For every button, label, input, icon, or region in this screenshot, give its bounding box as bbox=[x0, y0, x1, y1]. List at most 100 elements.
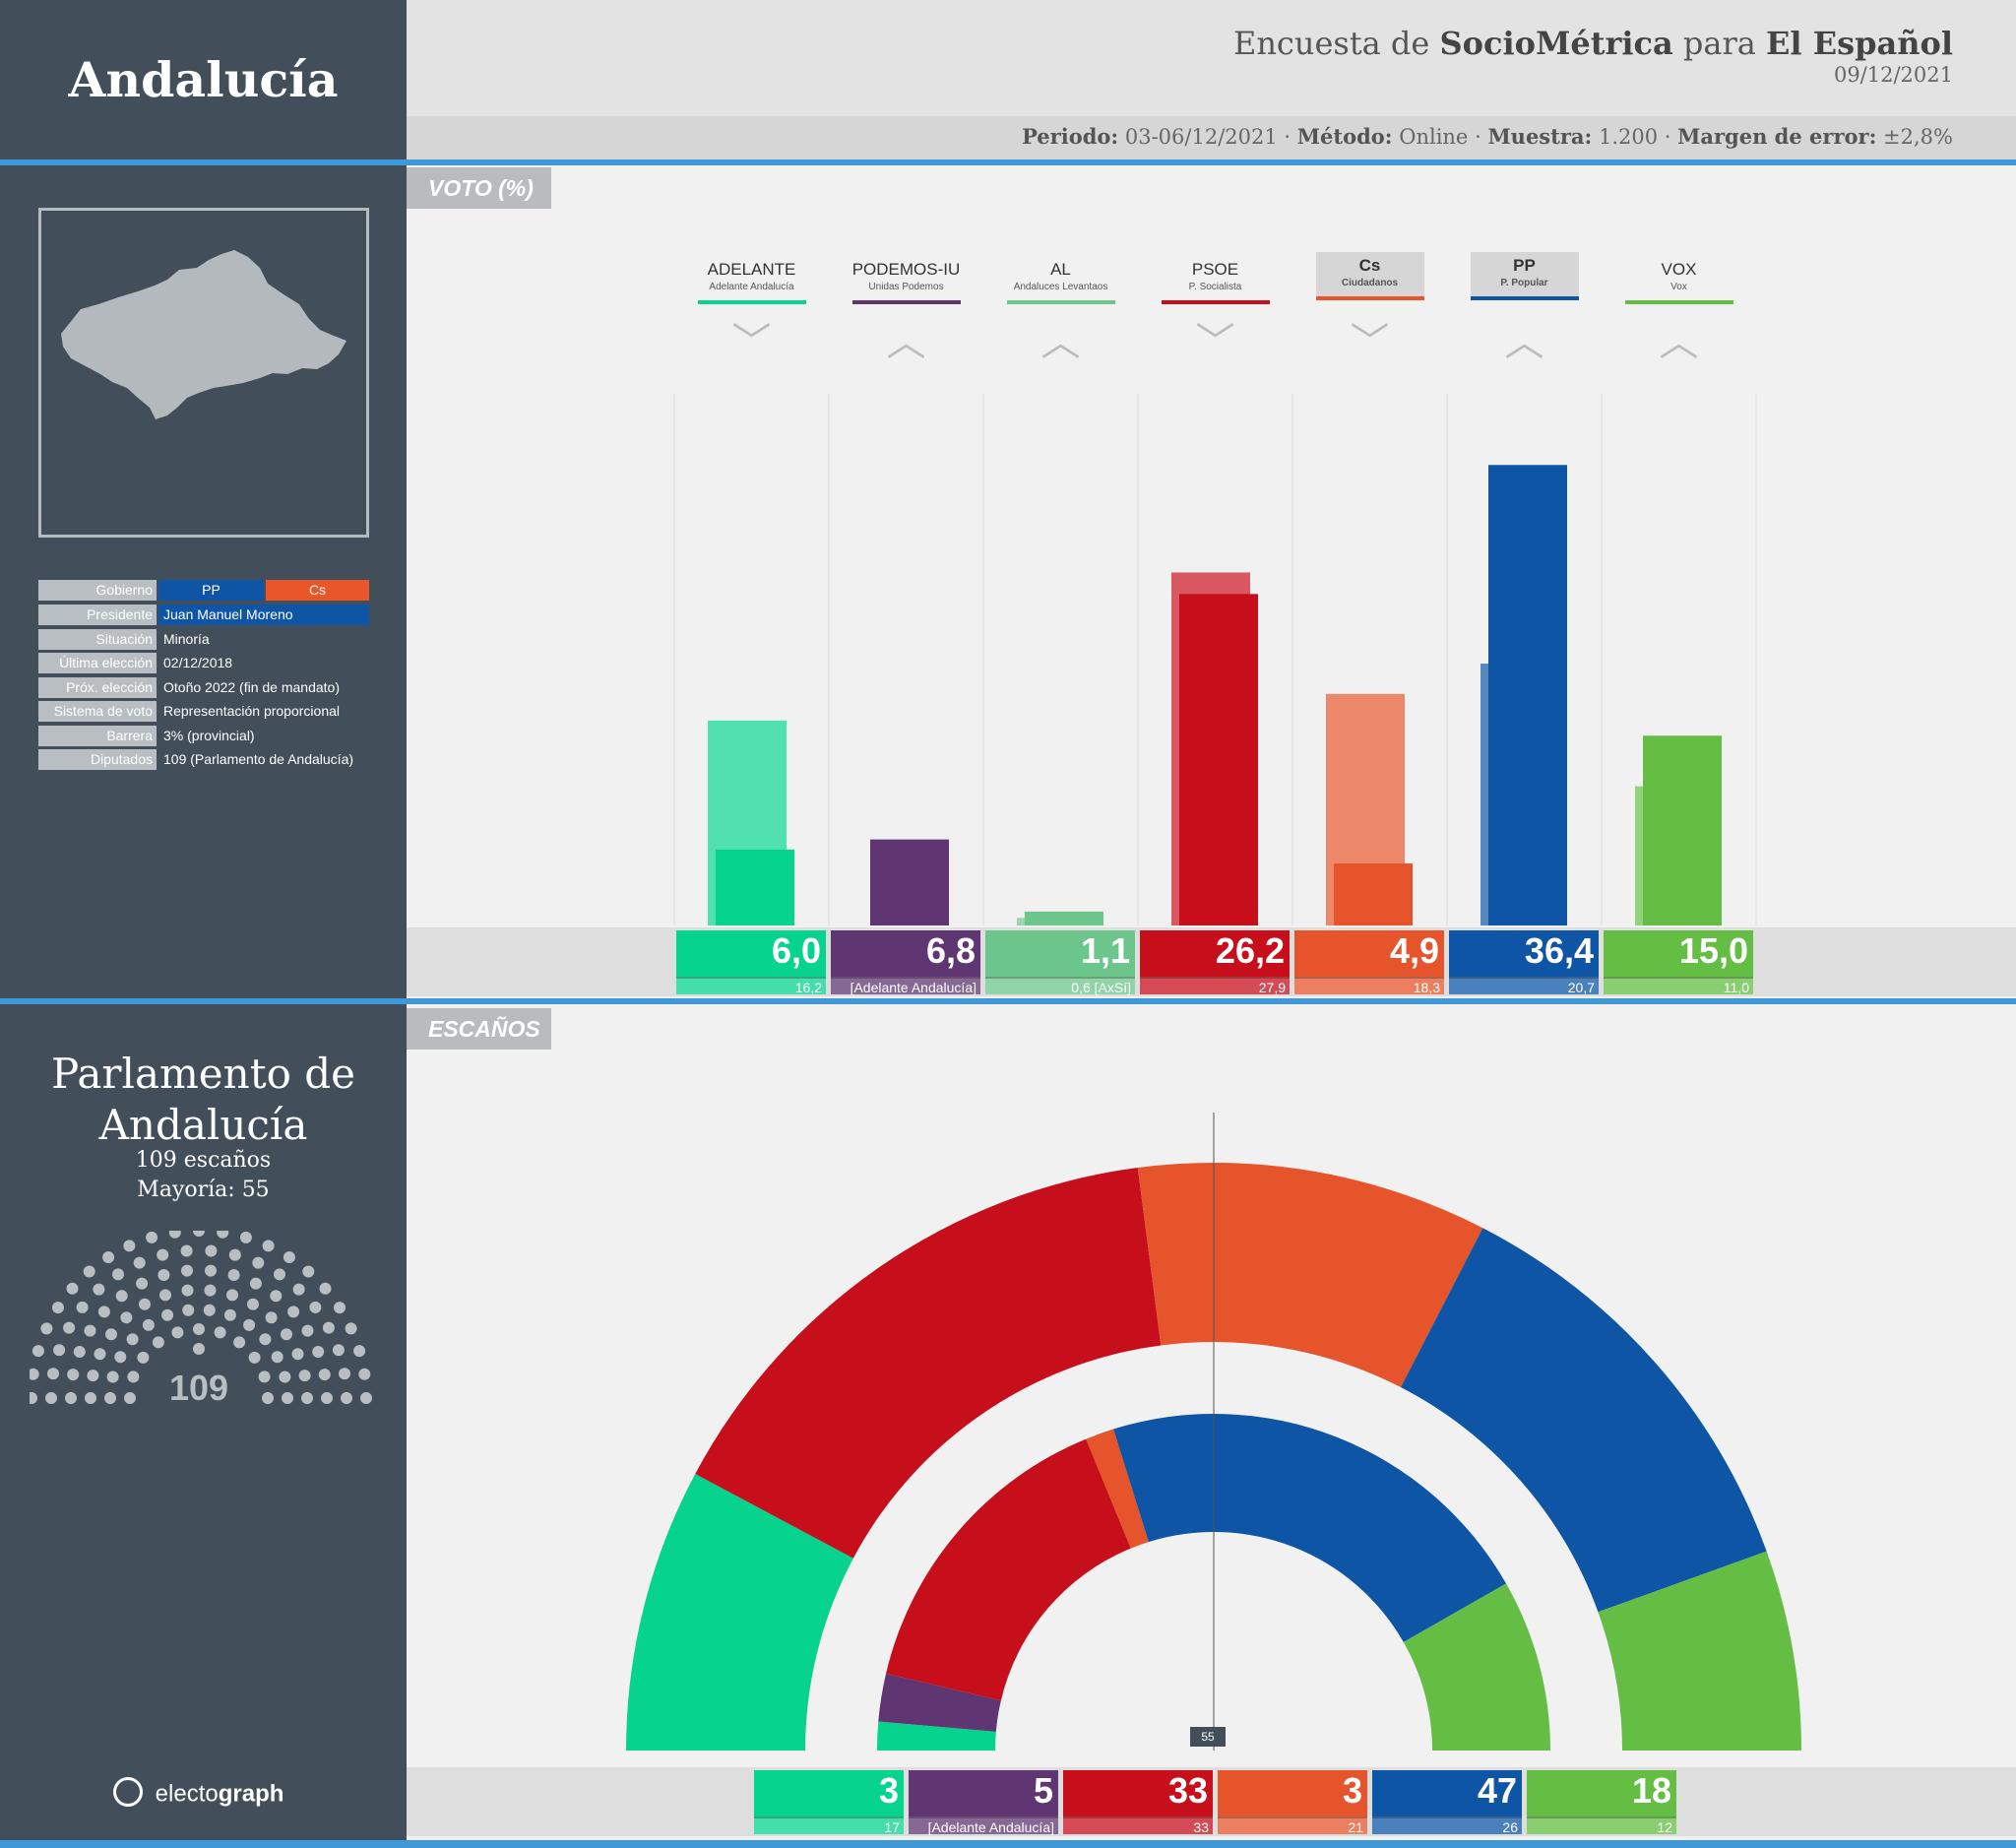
sample-value: 1.200 bbox=[1598, 125, 1659, 149]
mini-seat-dot bbox=[76, 1301, 89, 1313]
bar-poll-podemos-iu bbox=[870, 839, 949, 925]
mini-seat-dot bbox=[292, 1283, 305, 1296]
gobierno-badge-cs: Cs bbox=[266, 580, 369, 601]
mini-seat-dot bbox=[161, 1308, 174, 1321]
info-label-presidente: Presidente bbox=[38, 605, 157, 625]
pollster: SocioMétrica bbox=[1439, 25, 1673, 62]
seats-poll-adelante bbox=[877, 1721, 996, 1751]
mini-seat-dot bbox=[341, 1392, 352, 1404]
poll-date: 09/12/2021 bbox=[1833, 63, 1953, 87]
vote-value: 26,2 bbox=[1215, 930, 1285, 971]
mini-seat-dot bbox=[152, 1336, 164, 1349]
mini-seat-dot bbox=[249, 1277, 262, 1290]
mini-seat-dot bbox=[193, 1323, 205, 1335]
mini-seat-dot bbox=[204, 1284, 217, 1297]
mini-seat-dot bbox=[243, 1318, 256, 1331]
mini-seat-dot bbox=[63, 1321, 76, 1334]
mini-seat-dot bbox=[345, 1322, 357, 1335]
party-fullname: Vox bbox=[1670, 282, 1687, 292]
mini-seat-dot bbox=[157, 1248, 169, 1261]
mini-seat-dot bbox=[97, 1306, 110, 1318]
mini-seat-dot bbox=[309, 1301, 322, 1313]
poll-title-prefix: Encuesta de bbox=[1232, 25, 1430, 62]
mini-seat-dot bbox=[32, 1345, 44, 1358]
mini-seat-dot bbox=[133, 1256, 146, 1269]
brand-light: electo bbox=[155, 1780, 219, 1808]
party-color-line bbox=[1624, 300, 1733, 304]
mini-seat-dot bbox=[181, 1284, 194, 1297]
divider-bottom bbox=[0, 1840, 2016, 1848]
info-situacion: Minoría bbox=[163, 631, 210, 647]
seat-tile-pp: 47 26 bbox=[1372, 1770, 1522, 1835]
meta-bar bbox=[407, 116, 2016, 159]
seat-previous: 33 bbox=[1063, 1816, 1213, 1835]
mini-seat-dot bbox=[40, 1322, 53, 1335]
mini-seat-dot bbox=[87, 1370, 99, 1382]
info-proxima-eleccion: Otoño 2022 (fin de mandato) bbox=[163, 679, 341, 695]
mini-seat-dot bbox=[83, 1265, 95, 1278]
mini-seat-dot bbox=[159, 1289, 171, 1302]
party-color-line bbox=[697, 300, 806, 304]
party-color-line bbox=[851, 300, 961, 304]
vote-tile-vox: 15,0 11,0 bbox=[1604, 930, 1753, 995]
mini-seat-dot bbox=[223, 1308, 236, 1321]
mini-seat-dot bbox=[252, 1256, 265, 1269]
party-color-line bbox=[1470, 296, 1579, 300]
mini-seat-dot bbox=[67, 1369, 80, 1381]
electograph-logo: electograph bbox=[113, 1777, 284, 1810]
mini-seat-dot bbox=[332, 1344, 345, 1357]
vote-previous: 20,7 bbox=[1449, 977, 1599, 995]
mini-seat-dot bbox=[227, 1269, 240, 1281]
mini-seat-dot bbox=[171, 1326, 184, 1339]
mini-seat-dot bbox=[114, 1351, 127, 1364]
info-label-gobierno: Gobierno bbox=[38, 580, 157, 601]
bar-poll-adelante bbox=[716, 849, 794, 925]
info-label-diputados: Diputados bbox=[38, 749, 157, 770]
mini-seat-dot bbox=[258, 1370, 271, 1383]
seat-previous: 12 bbox=[1527, 1816, 1676, 1835]
mini-seat-dot bbox=[265, 1311, 278, 1324]
party-abbr: AL bbox=[1050, 260, 1071, 279]
error-value: ±2,8% bbox=[1883, 125, 1953, 149]
seat-value: 5 bbox=[1033, 1770, 1053, 1811]
mini-hemicycle-icon: 109 bbox=[30, 1231, 372, 1408]
mini-seat-dot bbox=[282, 1392, 293, 1404]
media-name: El Español bbox=[1766, 25, 1953, 62]
mini-seat-dot bbox=[94, 1348, 106, 1361]
mini-seat-dot bbox=[358, 1368, 371, 1380]
mini-seat-dot bbox=[270, 1290, 283, 1303]
mini-seat-dot bbox=[287, 1306, 300, 1318]
mini-seat-dot bbox=[283, 1251, 295, 1263]
mini-seat-dot bbox=[126, 1333, 139, 1346]
mini-seat-dot bbox=[318, 1369, 331, 1381]
vote-previous: 18,3 bbox=[1294, 977, 1444, 995]
mini-seat-dot bbox=[73, 1346, 86, 1358]
mini-seat-dot bbox=[334, 1302, 346, 1314]
mini-seat-dot bbox=[247, 1298, 259, 1310]
seats-previous-cs bbox=[1137, 1163, 1483, 1388]
party-abbr: PP bbox=[1513, 256, 1536, 275]
trend-up-icon: ︿ bbox=[886, 321, 926, 364]
mini-seat-dot bbox=[136, 1277, 149, 1290]
mini-seat-dot bbox=[339, 1368, 350, 1380]
poll-title-mid: para bbox=[1682, 25, 1756, 62]
seat-value: 18 bbox=[1631, 1770, 1671, 1811]
electograph-e-icon bbox=[113, 1777, 143, 1807]
vote-bar-chart bbox=[673, 394, 1757, 925]
trend-up-icon: ︿ bbox=[1659, 321, 1699, 364]
mini-seat-dot bbox=[146, 1231, 158, 1243]
seats-poll-psoe bbox=[886, 1438, 1131, 1701]
info-label-barrera: Barrera bbox=[38, 726, 157, 746]
party-abbr: ADELANTE bbox=[707, 260, 796, 279]
mini-seat-dot bbox=[93, 1283, 105, 1296]
info-ultima-eleccion: 02/12/2018 bbox=[163, 655, 233, 670]
trend-down-icon: ﹀ bbox=[1195, 321, 1235, 364]
poll-metadata: Periodo: 03-06/12/2021 · Método: Online … bbox=[1022, 124, 1953, 149]
mini-seat-dot bbox=[226, 1289, 238, 1302]
vote-value: 15,0 bbox=[1678, 930, 1748, 971]
mini-seat-dot bbox=[274, 1268, 285, 1281]
vote-tile-psoe: 26,2 27,9 bbox=[1140, 930, 1290, 995]
mini-seat-dot bbox=[181, 1264, 193, 1277]
party-header-podemos-iu: PODEMOS-IU Unidas Podemos bbox=[851, 258, 961, 304]
party-color-line bbox=[1006, 300, 1115, 304]
